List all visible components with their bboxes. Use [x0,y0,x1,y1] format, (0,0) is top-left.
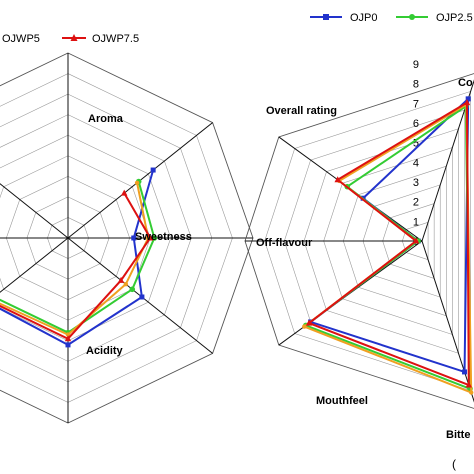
data-point [334,176,341,183]
axis-spoke-mouthfeel [0,237,69,293]
grid-ring [362,184,441,298]
axis-label-sweetness: Sweetness [135,231,192,243]
data-point [463,99,471,106]
r-tick-label: 8 [413,79,419,91]
data-point [465,381,472,388]
grid-ring [244,73,474,409]
left-radar-chart: Aroma Sweetness Acidity [0,52,254,424]
grid-ring [303,128,459,354]
r-tick-label: 1 [413,216,419,228]
data-point [147,234,154,241]
legend-marker [323,14,329,20]
data-point [412,237,420,244]
legends: OJWP5 OJWP7.5 OJP0 OJP2.5 [2,12,473,45]
data-point [129,286,136,293]
data-point [150,167,156,173]
axis-spoke-overall-rating [0,183,69,239]
data-point [131,235,137,241]
r-tick-label: 6 [413,118,419,130]
axis-label-aroma: Aroma [88,113,124,125]
data-point [123,281,129,287]
axis-label-off-flavour: Off-flavour [256,237,313,249]
grid-ring [382,203,435,279]
data-point [65,342,71,348]
axis-spoke-bitterness [421,240,474,403]
panel-label: ( [452,457,456,471]
data-point [65,332,71,337]
data-point [121,189,128,196]
legend-marker [409,14,415,20]
data-point [469,390,474,395]
data-point [117,276,125,283]
data-point [462,369,468,375]
right-radar-chart: 0123456789CoBitteMouthfeelOff-flavourOve… [244,59,474,441]
legend-label-ojp2-5: OJP2.5 [436,12,473,24]
r-tick-label: 7 [413,98,419,110]
axis-label-mouthfeel: Mouthfeel [316,395,368,407]
data-point [151,235,158,241]
data-point [134,180,140,186]
legend-marker [70,34,78,41]
data-point [64,335,72,342]
r-tick-label: 2 [413,197,419,209]
data-point [465,96,471,102]
data-point [139,294,145,300]
legend-label-ojp0: OJP0 [350,12,378,24]
r-tick-label: 4 [413,157,419,169]
series-line-series-4 [307,100,470,387]
axis-label-bitte: Bitte [446,429,470,441]
grid-ring [402,221,429,261]
data-point [302,324,307,329]
legend-label-ojwp5: OJWP5 [2,33,40,45]
series-line-series-2 [0,181,156,334]
r-tick-label: 3 [413,177,419,189]
r-tick-label: 9 [413,59,419,71]
axis-label-acidity: Acidity [86,345,124,357]
legend-label-ojwp7-5: OJWP7.5 [92,33,139,45]
r-tick-label: 5 [413,138,419,150]
data-point [305,319,313,326]
axis-label-overall-rating: Overall rating [266,105,337,117]
axis-label-co: Co [458,77,473,89]
